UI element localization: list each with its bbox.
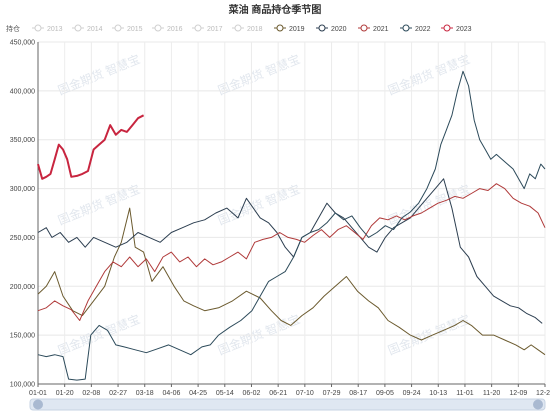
legend-text: 2013	[47, 26, 63, 33]
x-axis: 01-01 01-20 02-08 02-27 03-18 04-06 04-25 05-14…	[29, 383, 550, 397]
legend-text: 2022	[415, 26, 431, 33]
legend-marker	[114, 24, 122, 32]
scrollbar-handle-left[interactable]	[33, 399, 43, 410]
legend-marker	[234, 24, 242, 32]
y-tick-label: 450,000	[10, 40, 35, 47]
legend-text: 2019	[289, 26, 305, 33]
legend-text: 2018	[247, 26, 263, 33]
legend-marker	[360, 24, 368, 32]
y-tick-label: 100,000	[10, 382, 35, 389]
x-tick-label: 06-02	[243, 390, 261, 397]
legend-text: 2014	[87, 26, 103, 33]
y-tick-label: 400,000	[10, 88, 35, 95]
y-tick-label: 300,000	[10, 186, 35, 193]
series-lines	[37, 70, 546, 381]
y-tick-label: 350,000	[10, 137, 35, 144]
x-tick-label: 02-08	[82, 390, 100, 397]
legend-item-2021[interactable]: 2021	[358, 24, 389, 33]
x-tick-label: 09-24	[403, 390, 421, 397]
legend-text: 2015	[127, 26, 143, 33]
legend-marker	[402, 24, 410, 32]
scrollbar-track[interactable]	[29, 398, 546, 411]
legend: 持仓 2013 2014 2015 2016 2017 2018 2019 2020 2021 20…	[6, 24, 472, 33]
series-line-2022	[37, 70, 546, 381]
legend-label: 持仓	[6, 24, 20, 33]
x-tick-label: 01-01	[29, 390, 47, 397]
x-tick-label: 12-28	[536, 390, 550, 397]
x-tick-label: 01-20	[56, 390, 74, 397]
x-tick-label: 10-13	[429, 390, 447, 397]
series-line-2023	[37, 114, 145, 180]
y-tick-label: 200,000	[10, 284, 35, 291]
y-tick-label: 250,000	[10, 235, 35, 242]
x-tick-label: 07-10	[296, 390, 314, 397]
x-tick-label: 05-14	[216, 390, 234, 397]
scrollbar-handle-right[interactable]	[533, 399, 543, 410]
legend-marker	[194, 24, 202, 32]
legend-item-2015[interactable]: 2015	[112, 24, 143, 33]
y-axis: 100,000 150,000 200,000 250,000 300,000 350,0…	[10, 40, 39, 389]
chart-title: 菜油 商品持仓季节图	[228, 3, 322, 16]
x-tick-label: 08-17	[349, 390, 367, 397]
x-tick-label: 03-18	[136, 390, 154, 397]
x-tick-label: 12-09	[509, 390, 527, 397]
legend-item-2016[interactable]: 2016	[152, 24, 183, 33]
watermark-text: 国金期货 智慧宝	[386, 311, 473, 358]
legend-text: 2016	[167, 26, 183, 33]
legend-text: 2020	[331, 26, 347, 33]
legend-marker	[34, 24, 42, 32]
series-line-2021	[37, 183, 546, 321]
legend-text: 2021	[373, 26, 389, 33]
legend-item-2017[interactable]: 2017	[192, 24, 223, 33]
legend-text: 2023	[456, 26, 472, 33]
legend-marker	[443, 24, 451, 32]
legend-item-2023[interactable]: 2023	[441, 24, 472, 33]
legend-item-2022[interactable]: 2022	[400, 24, 431, 33]
legend-marker	[74, 24, 82, 32]
x-tick-label: 06-21	[269, 390, 287, 397]
watermark-text: 国金期货 智慧宝	[216, 311, 303, 358]
x-tick-label: 07-29	[323, 390, 341, 397]
legend-item-2013[interactable]: 2013	[32, 24, 63, 33]
x-tick-label: 02-27	[109, 390, 127, 397]
x-tick-label: 04-06	[162, 390, 180, 397]
legend-item-2020[interactable]: 2020	[316, 24, 347, 33]
legend-marker	[276, 24, 284, 32]
x-tick-label: 09-05	[376, 390, 394, 397]
x-tick-label: 11-01	[456, 390, 473, 397]
series-line-2019	[37, 207, 546, 356]
x-tick-label: 11-20	[483, 390, 500, 397]
legend-item-2018[interactable]: 2018	[232, 24, 263, 33]
legend-item-2019[interactable]: 2019	[274, 24, 305, 33]
legend-text: 2017	[207, 26, 223, 33]
y-tick-label: 150,000	[10, 333, 35, 340]
legend-item-2014[interactable]: 2014	[72, 24, 103, 33]
legend-marker	[154, 24, 162, 32]
watermark-text: 国金期货 智慧宝	[56, 311, 143, 358]
legend-marker	[318, 24, 326, 32]
x-tick-label: 04-25	[189, 390, 207, 397]
timeline-scrollbar[interactable]	[29, 398, 546, 411]
